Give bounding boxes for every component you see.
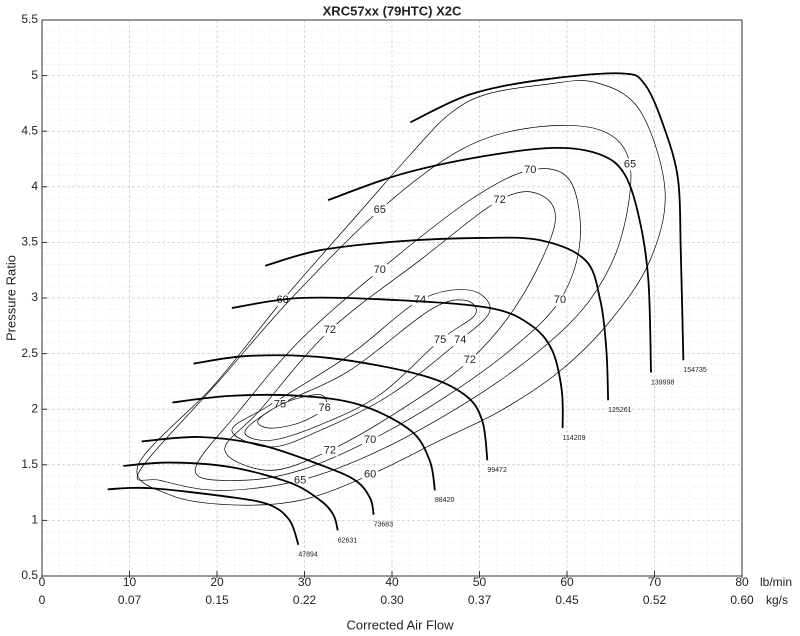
contour-label: 74: [454, 334, 466, 346]
contour-label-bg: [552, 294, 568, 307]
contour-label-bg: [461, 354, 478, 367]
speed-line: [327, 146, 652, 373]
y-tick-label: 4: [31, 179, 38, 193]
x2-unit: kg/s: [766, 593, 788, 607]
x2-tick-label: 0.15: [205, 593, 229, 607]
speed-line: [107, 486, 300, 546]
x2-tick-label: 0: [39, 593, 46, 607]
efficiency-contour: [136, 80, 666, 506]
contour-label-bg: [321, 324, 338, 337]
efficiency-contour: [231, 289, 491, 448]
x-tick-label: 0: [39, 575, 46, 589]
x2-tick-label: 0.22: [293, 593, 317, 607]
speed-line: [172, 393, 436, 491]
x-tick-label: 80: [735, 575, 749, 589]
contour-label-bg: [292, 474, 309, 487]
contour-label: 70: [524, 164, 536, 176]
x-unit: lb/min: [760, 575, 792, 589]
contour-label-bg: [371, 204, 388, 217]
x-axis-label: Corrected Air Flow: [347, 617, 455, 632]
speed-line-label: 47894: [298, 552, 318, 559]
y-tick-label: 4.5: [21, 123, 38, 137]
x-tick-label: 40: [385, 575, 399, 589]
contour-label-bg: [622, 158, 638, 171]
contour-label-bg: [316, 402, 333, 415]
contour-label-bg: [452, 334, 469, 347]
chart-title: XRC57xx (79HTC) X2C: [323, 3, 462, 18]
contour-label: 72: [324, 444, 336, 456]
speed-line-label: 73683: [374, 522, 394, 529]
contour-label-bg: [522, 164, 539, 177]
x-tick-label: 20: [210, 575, 224, 589]
speed-line-label: 139998: [651, 379, 674, 386]
contour-label: 72: [464, 354, 476, 366]
speed-line: [231, 296, 564, 429]
contour-label-bg: [432, 334, 449, 347]
contour-label: 74: [414, 294, 426, 306]
speed-line: [193, 354, 489, 461]
x2-tick-label: 0.60: [730, 593, 754, 607]
contour-label: 65: [374, 204, 386, 216]
contour-label: 72: [324, 324, 336, 336]
contour-label-bg: [362, 468, 379, 481]
contour-label: 70: [364, 434, 376, 446]
contour-label: 60: [364, 469, 376, 481]
y-tick-label: 1: [31, 513, 38, 527]
contour-label-bg: [371, 264, 388, 277]
x-tick-label: 10: [123, 575, 137, 589]
plot-frame: [41, 19, 743, 577]
speed-line: [409, 72, 685, 361]
y-tick-label: 2: [31, 401, 38, 415]
y-tick-label: 3: [31, 290, 38, 304]
y-tick-label: 5.5: [21, 12, 38, 26]
x2-tick-label: 0.45: [555, 593, 579, 607]
y-tick-label: 5: [31, 68, 38, 82]
contour-label: 72: [494, 194, 506, 206]
speed-line-label: 88420: [435, 497, 455, 504]
efficiency-contour: [194, 168, 581, 481]
contour-label: 70: [554, 294, 566, 306]
speed-line-label: 99472: [487, 467, 507, 474]
contour-label: 70: [374, 264, 386, 276]
x-tick-label: 60: [560, 575, 574, 589]
x-tick-label: 70: [648, 575, 662, 589]
speed-line-label: 114209: [563, 435, 586, 442]
y-axis-label: Pressure Ratio: [3, 255, 18, 341]
contour-label: 75: [434, 334, 446, 346]
speed-line-label: 125261: [608, 407, 631, 414]
x2-tick-label: 0.37: [468, 593, 492, 607]
contour-label-bg: [321, 444, 338, 457]
speed-line-label: 154735: [683, 367, 706, 374]
speed-line-label: 62631: [338, 537, 358, 544]
y-tick-label: 0.5: [21, 568, 38, 582]
speed-line: [264, 236, 610, 401]
contour-label: 65: [294, 474, 306, 486]
contour-label: 65: [624, 158, 636, 170]
contour-label-bg: [491, 194, 508, 207]
y-tick-label: 1.5: [21, 457, 38, 471]
speed-line: [141, 436, 375, 516]
efficiency-contour: [244, 299, 477, 441]
contour-label-bg: [412, 294, 428, 307]
x-tick-label: 30: [298, 575, 312, 589]
y-tick-label: 3.5: [21, 235, 38, 249]
contour-label-bg: [362, 434, 379, 447]
x2-tick-label: 0.52: [643, 593, 667, 607]
speed-line: [123, 461, 339, 531]
x2-tick-label: 0.07: [118, 593, 142, 607]
y-tick-label: 2.5: [21, 346, 38, 360]
x2-tick-label: 0.30: [380, 593, 404, 607]
contour-label: 76: [319, 402, 331, 414]
x-tick-label: 50: [473, 575, 487, 589]
